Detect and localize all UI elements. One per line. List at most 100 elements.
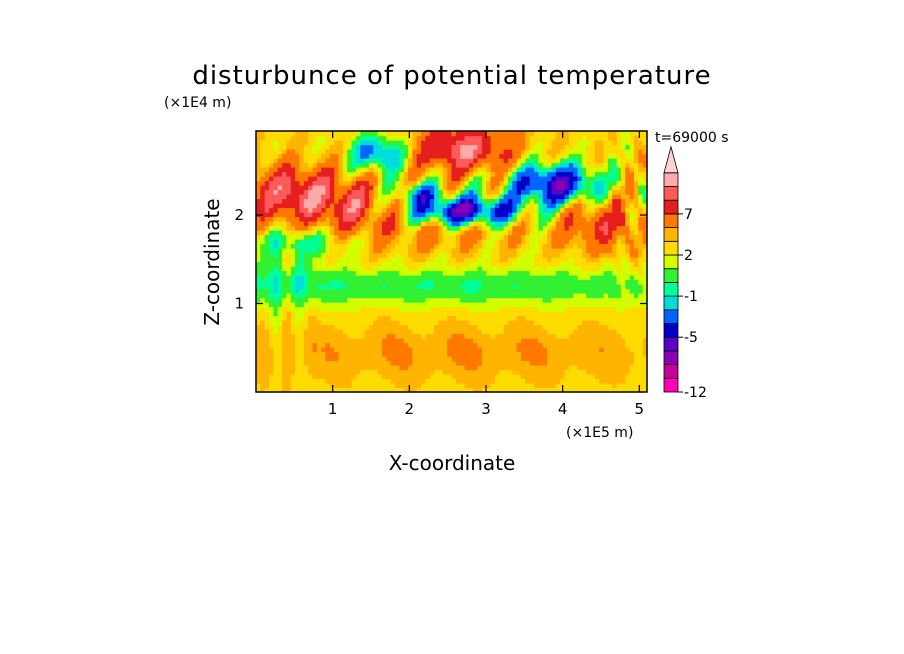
contour-cell — [355, 275, 361, 281]
contour-cell — [542, 266, 548, 272]
contour-cell — [486, 315, 492, 321]
contour-cell — [599, 144, 605, 150]
contour-cell — [547, 378, 553, 384]
contour-cell — [464, 243, 470, 249]
contour-cell — [277, 194, 283, 200]
contour-cell — [395, 306, 400, 312]
contour-cell — [308, 158, 314, 164]
contour-cell — [577, 261, 583, 267]
contour-cell — [368, 320, 374, 326]
contour-cell — [308, 180, 314, 186]
contour-cell — [342, 288, 348, 294]
contour-cell — [464, 333, 470, 339]
contour-cell — [499, 315, 505, 321]
contour-cell — [625, 297, 631, 303]
contour-cell — [534, 167, 539, 173]
contour-cell — [468, 329, 474, 335]
contour-cell — [360, 239, 366, 245]
contour-cell — [269, 356, 274, 362]
contour-cell — [542, 216, 548, 222]
contour-cell — [395, 140, 400, 146]
contour-cell — [312, 225, 318, 231]
contour-cell — [425, 158, 431, 164]
contour-cell — [282, 270, 288, 276]
contour-cell — [521, 360, 526, 366]
contour-cell — [347, 360, 353, 366]
contour-cell — [390, 338, 396, 344]
contour-cell — [364, 261, 370, 267]
contour-cell — [256, 306, 261, 312]
contour-cell — [464, 302, 470, 308]
contour-cell — [290, 266, 296, 272]
contour-cell — [408, 248, 413, 254]
contour-cell — [438, 176, 444, 182]
contour-cell — [477, 342, 483, 348]
contour-cell — [438, 320, 444, 326]
contour-cell — [625, 324, 631, 330]
contour-cell — [355, 185, 361, 191]
contour-cell — [421, 369, 427, 375]
contour-cell — [525, 185, 531, 191]
contour-cell — [499, 270, 505, 276]
contour-cell — [534, 176, 539, 182]
contour-cell — [347, 144, 353, 150]
contour-cell — [408, 252, 413, 258]
contour-cell — [512, 320, 518, 326]
contour-cell — [303, 225, 309, 231]
contour-cell — [438, 212, 444, 218]
contour-cell — [625, 144, 631, 150]
contour-cell — [607, 194, 613, 200]
contour-cell — [386, 315, 392, 321]
contour-cell — [490, 158, 496, 164]
contour-cell — [629, 194, 635, 200]
contour-cell — [290, 176, 296, 182]
contour-cell — [286, 365, 292, 371]
contour-cell — [347, 149, 353, 155]
contour-cell — [295, 270, 301, 276]
contour-cell — [282, 203, 288, 209]
contour-cell — [434, 225, 440, 231]
contour-cell — [368, 239, 374, 245]
contour-cell — [368, 347, 374, 353]
contour-cell — [373, 284, 379, 290]
contour-cell — [538, 270, 544, 276]
contour-cell — [442, 360, 448, 366]
contour-cell — [616, 329, 622, 335]
contour-cell — [334, 351, 340, 357]
contour-cell — [373, 356, 379, 362]
contour-cell — [334, 207, 340, 213]
contour-cell — [512, 275, 518, 281]
contour-cell — [477, 257, 483, 263]
contour-cell — [299, 167, 305, 173]
contour-cell — [390, 333, 396, 339]
contour-cell — [434, 275, 440, 281]
contour-cell — [455, 230, 461, 236]
contour-cell — [403, 185, 409, 191]
contour-cell — [368, 203, 374, 209]
contour-cell — [316, 225, 322, 231]
contour-cell — [256, 189, 261, 195]
contour-cell — [538, 207, 544, 213]
contour-cell — [299, 149, 305, 155]
contour-cell — [547, 234, 553, 240]
contour-cell — [347, 216, 353, 222]
contour-cell — [256, 311, 261, 317]
contour-cell — [534, 333, 539, 339]
contour-cell — [256, 158, 261, 164]
contour-cell — [521, 302, 526, 308]
contour-cell — [599, 383, 605, 389]
contour-cell — [638, 248, 644, 254]
contour-cell — [256, 315, 261, 321]
contour-cell — [547, 365, 553, 371]
contour-cell — [490, 203, 496, 209]
contour-cell — [633, 338, 639, 344]
contour-cell — [373, 140, 379, 146]
contour-cell — [547, 167, 553, 173]
contour-cell — [312, 342, 318, 348]
contour-cell — [286, 333, 292, 339]
contour-cell — [386, 212, 392, 218]
contour-cell — [642, 207, 647, 213]
contour-cell — [256, 203, 261, 209]
contour-cell — [590, 351, 596, 357]
contour-cell — [499, 243, 505, 249]
